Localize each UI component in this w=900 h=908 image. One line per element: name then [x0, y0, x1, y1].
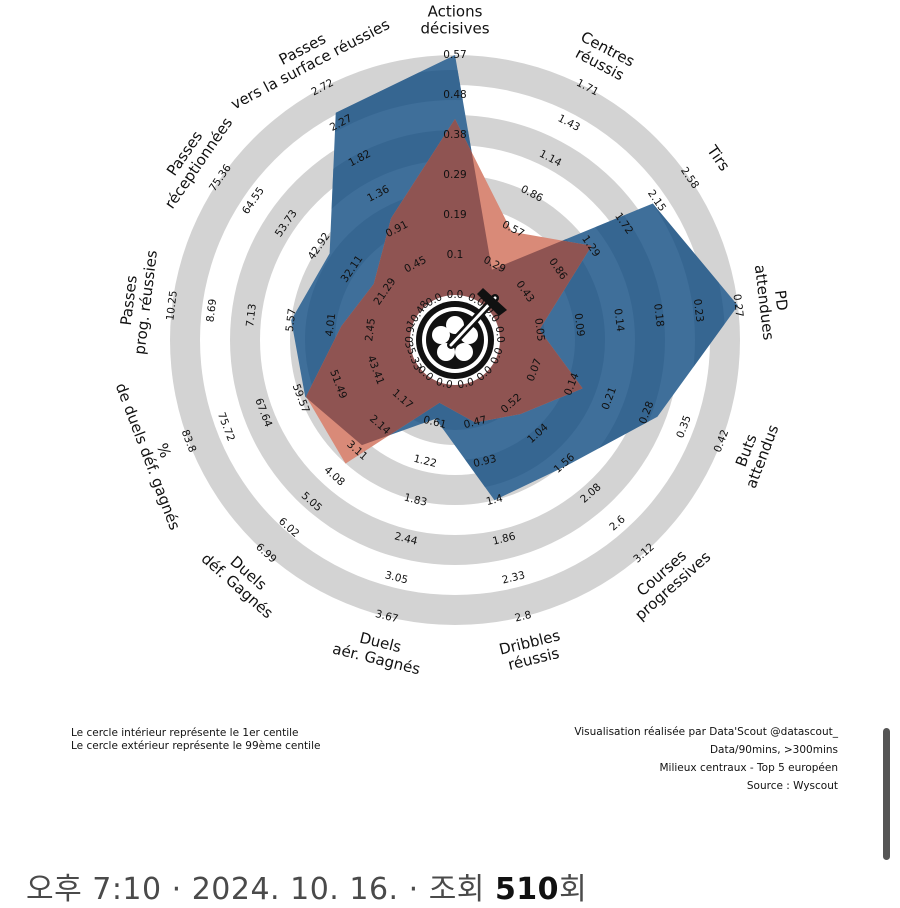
tick-label: 2.33: [501, 569, 527, 586]
view-count-suffix: 회: [559, 872, 588, 907]
tick-label: 0.38: [443, 129, 466, 141]
category-label-line: Tirs: [703, 141, 734, 174]
logo-arrow-core: [449, 296, 497, 347]
credit-line: Milieux centraux - Top 5 européen: [659, 762, 838, 774]
tick-label: 1.4: [485, 492, 504, 508]
tick-label: 1.86: [491, 530, 517, 547]
category-label: Passesprog. réussies: [114, 247, 161, 356]
tick-label: 0.27: [731, 293, 746, 318]
tick-label: 4.01: [324, 313, 339, 338]
tick-label: 0.0: [435, 376, 454, 392]
tick-label: 0.0: [489, 346, 506, 366]
credit-line: Visualisation réalisée par Data'Scout @d…: [574, 726, 838, 738]
category-label-line: de duels déf. gagnés: [112, 381, 184, 533]
logo-petal: [432, 326, 450, 344]
tick-label: 0.18: [651, 303, 666, 328]
tick-label: 5.57: [284, 308, 299, 333]
tick-label: 0.93: [472, 453, 498, 470]
category-label: PDattendues: [751, 262, 795, 342]
series-overlap: [306, 119, 592, 464]
category-label: Actions décisives: [420, 3, 489, 38]
tick-label: 2.44: [393, 530, 419, 547]
category-label: Duelsaér. Gagnés: [331, 623, 427, 678]
category-label-line: Passes: [117, 274, 141, 326]
category-label-line: PD: [771, 289, 791, 312]
tick-label: 1.83: [403, 492, 429, 509]
tick-label: 0.19: [443, 209, 466, 221]
tick-label: 3.05: [384, 569, 410, 586]
category-label: Dribblesréussis: [497, 626, 566, 675]
tick-label: 3.67: [374, 608, 400, 625]
category-label-line: %: [153, 441, 175, 461]
series-band: [291, 70, 725, 501]
category-label-line: Actions: [428, 3, 483, 21]
outer-circle-note: Le cercle extérieur représente le 99ème …: [71, 740, 321, 752]
tick-label: 0.09: [572, 313, 587, 338]
tick-label: 0.14: [611, 308, 626, 333]
tick-label: 10.25: [164, 290, 180, 321]
tick-label: 0.57: [443, 49, 466, 61]
crossed-ball-arrow-logo: [416, 288, 507, 379]
tick-label: 8.69: [204, 298, 219, 323]
tick-label: 0.29: [443, 169, 466, 181]
credits: Visualisation réalisée par Data'Scout @d…: [574, 723, 838, 795]
tick-label: 0.48: [443, 89, 466, 101]
scrollbar[interactable]: [883, 728, 890, 860]
tick-label: 0.47: [463, 414, 489, 431]
tick-label: 0.0: [447, 289, 464, 301]
tick-label: 0.61: [422, 414, 448, 431]
logo-arrow-fletching: [477, 288, 507, 316]
view-count: 510: [494, 872, 560, 907]
category-label: Tirs: [703, 141, 734, 174]
logo-petal: [455, 343, 473, 361]
tick-label: 2.45: [363, 317, 378, 342]
credit-line: Data/90mins, >300mins: [709, 744, 838, 756]
tick-label: 0.23: [691, 298, 706, 323]
overlap-area: [306, 119, 592, 464]
tick-label: 0.05: [532, 317, 547, 342]
logo-petal: [446, 316, 464, 334]
tick-label: 0.0: [456, 376, 475, 392]
category-label-line: attendues: [751, 264, 778, 342]
tick-label: 7.13: [244, 303, 259, 328]
post-meta: 오후 7:10 · 2024. 10. 16. · 조회 510회: [26, 864, 587, 908]
tick-label: 0.0: [493, 326, 507, 344]
inner-circle-note: Le cercle intérieur représente le 1er ce…: [71, 727, 299, 739]
credit-line: Source : Wyscout: [746, 780, 838, 792]
category-label: Butsattendus: [726, 416, 782, 491]
centile-notes: Le cercle intérieur représente le 1er ce…: [71, 727, 320, 753]
tick-label: 1.22: [412, 453, 438, 470]
tick-label: 0.9: [403, 326, 417, 344]
tick-label: 2.8: [514, 609, 533, 625]
radar-chart: 0.00.10.190.290.380.480.570.00.290.570.8…: [112, 3, 795, 679]
post-timestamp: 오후 7:10 · 2024. 10. 16. · 조회: [26, 872, 495, 907]
tick-label: 0.1: [447, 249, 464, 261]
category-label-line: décisives: [420, 20, 489, 38]
